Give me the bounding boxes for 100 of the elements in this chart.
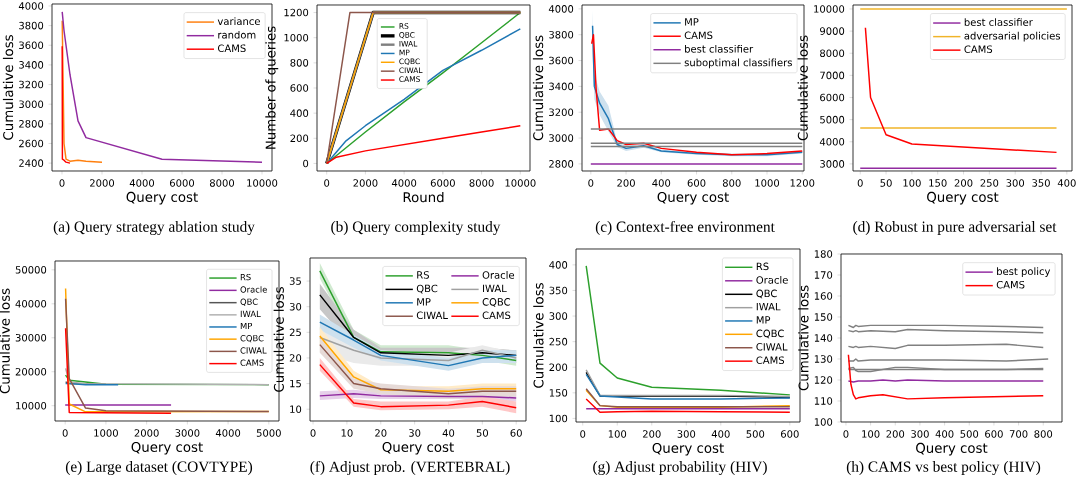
x-tick-label: 500 xyxy=(746,430,765,438)
x-tick-label: 40 xyxy=(442,429,455,437)
legend-label: Oracle xyxy=(756,276,788,284)
x-tick-label: 800 xyxy=(722,179,741,187)
text: (f) Adjust prob. (VERTEBRAL) xyxy=(310,460,510,476)
legend-label: MP xyxy=(685,18,699,26)
y-tick-label: 400 xyxy=(549,261,568,269)
y-tick-label: 250 xyxy=(549,337,568,346)
y-tick-label: 4000 xyxy=(548,5,574,13)
y-tick-label: 3800 xyxy=(549,30,574,39)
y-tick-label: 0 xyxy=(303,159,309,168)
legend-label: random xyxy=(218,30,256,39)
y-tick-label: 350 xyxy=(549,286,568,295)
y-tick-label: 2400 xyxy=(19,159,44,167)
x-tick-label: 0 xyxy=(59,179,65,187)
legend-label: CAMS xyxy=(240,359,264,366)
x-tick-label: 300 xyxy=(1006,179,1025,187)
legend-label: Oracle xyxy=(240,286,267,293)
x-axis-title: Query cost xyxy=(927,191,999,205)
y-tick-label: 25 xyxy=(289,328,301,337)
legend-label: MP xyxy=(240,322,253,330)
x-tick-label: 100 xyxy=(862,430,880,438)
y-tick-label: 100 xyxy=(814,418,833,426)
x-axis-title: Query cost xyxy=(126,191,198,205)
y-tick-label: 140 xyxy=(814,334,833,342)
y-tick-label: 3000 xyxy=(19,100,44,108)
legend-label: CAMS xyxy=(482,311,511,320)
x-tick-label: 6000 xyxy=(169,179,195,187)
legend-label: MP xyxy=(417,298,431,306)
x-tick-label: 2000 xyxy=(353,179,378,187)
x-tick-label: 800 xyxy=(1034,430,1053,438)
y-tick-label: 150 xyxy=(549,389,568,397)
y-axis-title: Cumulative loss xyxy=(797,35,808,141)
legend-label: CIWAL xyxy=(240,347,267,354)
y-tick-label: 2800 xyxy=(19,120,44,128)
x-tick-label: 350 xyxy=(1032,179,1050,187)
y-tick-label: 3800 xyxy=(19,21,44,30)
y-tick-label: 10000 xyxy=(16,401,47,410)
y-tick-label: 3400 xyxy=(19,61,44,69)
y-tick-label: 1200 xyxy=(284,8,309,17)
y-tick-label: 7000 xyxy=(820,71,845,80)
y-tick-label: 3200 xyxy=(549,108,574,117)
x-tick-label: 600 xyxy=(780,430,799,438)
legend-label: best classifier xyxy=(685,44,754,53)
x-tick-label: 8000 xyxy=(209,179,235,187)
text: (a) Query strategy ablation study xyxy=(53,221,255,235)
y-tick-label: 2800 xyxy=(549,160,574,168)
y-tick-label: 2600 xyxy=(19,139,44,148)
x-tick-label: 300 xyxy=(677,430,696,438)
legend-label: adversarial policies xyxy=(964,31,1061,42)
legend-label: CAMS xyxy=(756,356,785,365)
y-tick-label: 130 xyxy=(814,355,833,363)
x-tick-label: 100 xyxy=(903,179,921,187)
x-axis-title: Round xyxy=(403,191,444,203)
y-tick-label: 35 xyxy=(289,277,301,285)
y-tick-label: 5000 xyxy=(820,115,845,124)
y-tick-label: 200 xyxy=(290,134,309,143)
x-tick-label: 4000 xyxy=(129,179,155,187)
x-tick-label: 2000 xyxy=(134,429,159,437)
y-tick-label: 100 xyxy=(549,414,568,423)
y-tick-label: 4000 xyxy=(819,137,845,146)
x-tick-label: 700 xyxy=(1009,430,1028,438)
legend-label: CAMS xyxy=(996,280,1025,289)
x-tick-label: 600 xyxy=(985,430,1003,438)
x-tick-label: 10 xyxy=(341,429,353,437)
x-tick-label: 150 xyxy=(929,179,947,187)
text: (g) Adjust probability (HIV) xyxy=(593,461,767,475)
x-tick-label: 10000 xyxy=(505,179,536,187)
legend-label: IWAL xyxy=(483,284,507,293)
y-tick-label: 20 xyxy=(289,354,302,362)
x-tick-label: 0 xyxy=(580,430,586,438)
x-tick-label: 200 xyxy=(954,179,973,187)
legend-label: CIWAL xyxy=(416,311,448,320)
legend-label: CAMS xyxy=(684,31,713,40)
legend-label: RS xyxy=(240,273,251,281)
y-tick-label: 3600 xyxy=(19,41,44,50)
legend-label: MP xyxy=(756,316,771,324)
y-tick-label: 10000 xyxy=(814,5,845,13)
y-tick-label: 180 xyxy=(814,250,833,258)
y-tick-label: 120 xyxy=(814,376,833,384)
legend-label: variance xyxy=(217,17,260,26)
y-tick-label: 200 xyxy=(549,363,568,372)
text: (e) Large dataset (COVTYPE) xyxy=(65,461,253,475)
x-tick-label: 0 xyxy=(588,179,594,187)
x-tick-label: 50 xyxy=(476,429,489,437)
legend-label: suboptimal classifiers xyxy=(684,58,792,69)
legend-label: CQBC xyxy=(240,335,264,343)
legend-label: CAMS xyxy=(217,44,246,53)
x-tick-label: 400 xyxy=(935,430,954,438)
y-tick-label: 10 xyxy=(290,405,302,413)
x-tick-label: 400 xyxy=(1057,179,1076,187)
x-tick-label: 500 xyxy=(960,430,979,438)
x-axis-title: Query cost xyxy=(916,442,988,456)
legend-label: CAMS xyxy=(964,45,993,53)
text: (h) CAMS vs best policy (HIV) xyxy=(846,461,1041,475)
y-tick-label: 3200 xyxy=(19,80,44,89)
x-tick-label: 600 xyxy=(687,179,706,187)
y-tick-label: 170 xyxy=(814,271,833,279)
y-tick-label: 150 xyxy=(814,313,833,321)
legend-label: QBC xyxy=(416,284,438,294)
